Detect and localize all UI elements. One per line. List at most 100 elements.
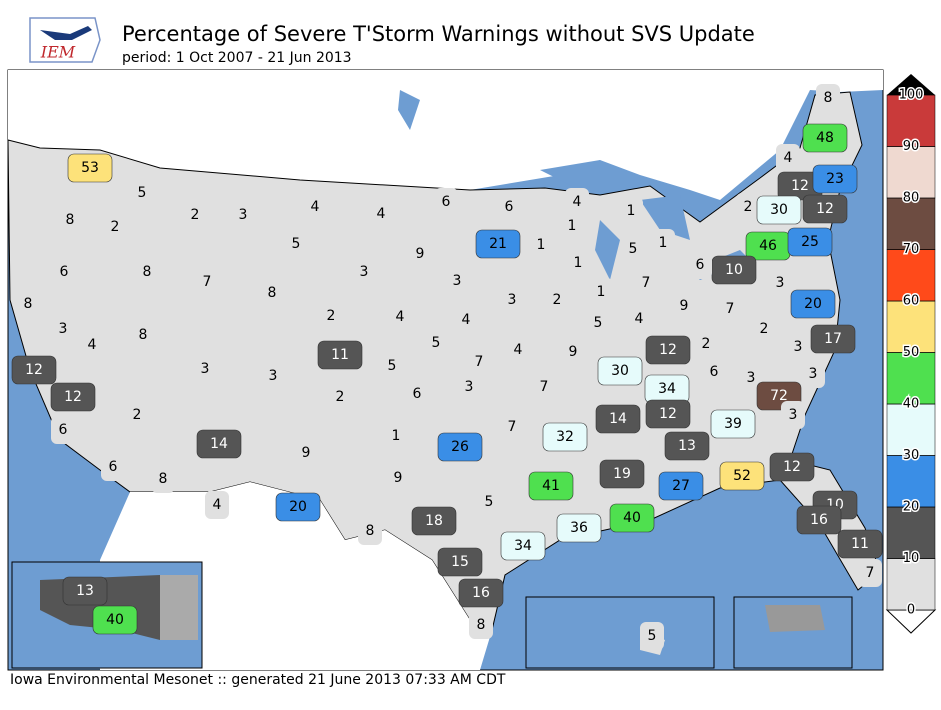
region-patch (62, 576, 108, 606)
region-label: 8 (824, 90, 833, 106)
colorbar-tick-label: 60 (903, 294, 920, 309)
region-label: 2 (133, 407, 142, 423)
region-patch (437, 432, 483, 462)
region-patch (125, 401, 149, 429)
region-patch (786, 333, 810, 361)
region-patch (16, 290, 40, 318)
region-label: 4 (462, 312, 471, 328)
region-label: 36 (570, 520, 588, 536)
region-label: 9 (680, 298, 689, 314)
region-patch (454, 306, 478, 334)
region-label: 5 (629, 241, 638, 257)
region-patch (560, 212, 584, 240)
region-label: 4 (311, 199, 320, 215)
region-patch (303, 193, 327, 221)
region-label: 8 (268, 285, 277, 301)
region-patch (469, 611, 493, 639)
region-label: 53 (81, 160, 99, 176)
region-patch (802, 194, 848, 224)
colorbar-bin (886, 352, 936, 405)
region-label: 3 (794, 339, 803, 355)
region-label: 19 (613, 466, 631, 482)
region-label: 12 (659, 406, 677, 422)
region-patch (50, 382, 96, 412)
region-label: 3 (360, 264, 369, 280)
region-label: 3 (239, 207, 248, 223)
region-label: 4 (784, 150, 793, 166)
region-label: 40 (106, 612, 124, 628)
region-patch (358, 517, 382, 545)
region-patch (597, 356, 643, 386)
region-patch (736, 193, 760, 221)
region-label: 32 (556, 429, 574, 445)
region-label: 40 (623, 510, 641, 526)
region-label: 1 (568, 218, 577, 234)
region-patch (529, 231, 553, 259)
region-patch (528, 471, 574, 501)
region-label: 30 (770, 202, 788, 218)
subtitle: period: 1 Oct 2007 - 21 Jun 2013 (122, 50, 352, 66)
region-patch (739, 364, 763, 392)
region-patch (640, 622, 664, 650)
region-label: 9 (394, 470, 403, 486)
region-label: 39 (724, 416, 742, 432)
region-patch (651, 229, 675, 257)
region-patch (328, 383, 352, 411)
region-label: 4 (88, 337, 97, 353)
region-label: 12 (64, 389, 82, 405)
region-patch (101, 453, 125, 481)
region-label: 7 (866, 565, 875, 581)
region-label: 20 (289, 499, 307, 515)
region-patch (294, 439, 318, 467)
region-label: 6 (60, 264, 69, 280)
region-label: 2 (111, 219, 120, 235)
region-label: 5 (594, 315, 603, 331)
region-label: 25 (801, 234, 819, 250)
region-patch (664, 431, 710, 461)
region-patch (589, 278, 613, 306)
region-label: 5 (485, 494, 494, 510)
colorbar-tick-label: 10 (903, 551, 920, 566)
region-label: 6 (710, 364, 719, 380)
region-patch (284, 230, 308, 258)
region-patch (275, 492, 321, 522)
region-patch (67, 153, 113, 183)
region-patch (151, 465, 175, 493)
region-patch (352, 258, 376, 286)
region-label: 4 (635, 311, 644, 327)
region-patch (411, 506, 457, 536)
region-label: 14 (210, 436, 228, 452)
region-patch (796, 505, 842, 535)
colorbar-bin (886, 300, 936, 353)
region-patch (837, 529, 883, 559)
region-patch (52, 258, 76, 286)
colorbar-bin (886, 94, 936, 147)
region-label: 13 (678, 438, 696, 454)
region-label: 8 (143, 264, 152, 280)
colorbar-tick-label: 70 (903, 242, 920, 257)
region-patch (768, 269, 792, 297)
region-patch (627, 305, 651, 333)
region-label: 7 (203, 274, 212, 290)
region-label: 3 (789, 407, 798, 423)
region-patch (130, 179, 154, 207)
region-label: 4 (213, 497, 222, 513)
region-patch (688, 251, 712, 279)
region-patch (756, 195, 802, 225)
region-label: 12 (816, 201, 834, 217)
region-patch (672, 292, 696, 320)
colorbar: 0 10 20 30 40 50 60 70 80 90 100 (885, 74, 937, 634)
region-label: 6 (109, 459, 118, 475)
region-label: 30 (611, 363, 629, 379)
region-patch (467, 348, 491, 376)
region-label: 9 (416, 246, 425, 262)
region-label: 17 (824, 331, 842, 347)
region-label: 2 (327, 308, 336, 324)
region-label: 8 (24, 296, 33, 312)
region-label: 21 (489, 236, 507, 252)
region-label: 1 (659, 235, 668, 251)
colorbar-tick-label: 50 (903, 345, 920, 360)
colorbar-bin (886, 197, 936, 250)
region-label: 2 (744, 199, 753, 215)
